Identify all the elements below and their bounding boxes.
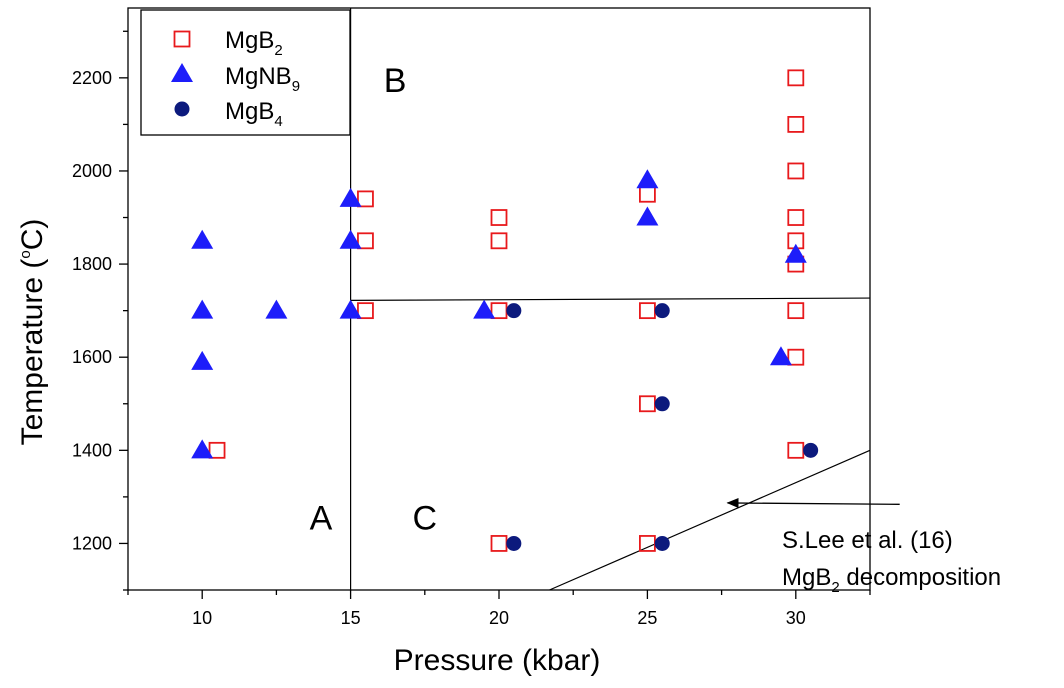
mgb2-point bbox=[787, 348, 805, 366]
mgb2-point bbox=[490, 209, 508, 226]
mgb2-point bbox=[208, 441, 226, 459]
legend-label-mgnb9: MgNB9 bbox=[225, 63, 300, 95]
y-tick-label: 1200 bbox=[72, 533, 112, 553]
x-tick-label: 30 bbox=[786, 608, 806, 628]
mgb4-point bbox=[654, 303, 670, 319]
mgnb9-point bbox=[636, 169, 659, 189]
mgb2-point bbox=[639, 395, 656, 413]
phase-boundary-line bbox=[350, 297, 871, 301]
y-tick-label: 2200 bbox=[72, 68, 112, 88]
mgnb9-point bbox=[769, 346, 792, 366]
mgb2-point bbox=[787, 302, 805, 320]
mgb2-point bbox=[787, 69, 805, 87]
region-label-b: B bbox=[384, 62, 407, 100]
mgb4-point bbox=[506, 535, 522, 551]
mgnb9-point bbox=[191, 350, 214, 370]
x-tick-label: 20 bbox=[489, 608, 509, 628]
mgnb9-point bbox=[339, 229, 362, 249]
mgb4-point bbox=[654, 396, 670, 412]
mgb2-point bbox=[639, 535, 656, 552]
mgb4-point bbox=[803, 442, 819, 458]
mgnb9-point bbox=[191, 299, 214, 319]
mgb4-point bbox=[654, 535, 670, 551]
legend-label-mgb4: MgB4 bbox=[225, 98, 283, 130]
plot-axes: 10 15 20 25 30 1200 1400 1600 1800 2000 2200 bbox=[72, 7, 871, 628]
mgnb9-point bbox=[473, 299, 496, 319]
mgnb9-point bbox=[191, 439, 214, 459]
x-tick-label: 10 bbox=[192, 608, 212, 628]
legend-label-mgb2: MgB2 bbox=[225, 27, 283, 59]
mgb2-point bbox=[787, 162, 805, 180]
region-labels: A B C bbox=[310, 62, 438, 538]
y-tick-label: 1600 bbox=[72, 347, 112, 367]
legend-marker-mgb2 bbox=[173, 30, 191, 48]
x-tick-label: 15 bbox=[341, 608, 361, 628]
mgb2-point bbox=[787, 116, 805, 133]
mgb2-point bbox=[490, 302, 508, 320]
mgnb9-point bbox=[265, 299, 288, 319]
mgnb9-point bbox=[784, 243, 807, 263]
mgb2-point bbox=[787, 209, 805, 226]
mgb2-point bbox=[357, 232, 374, 250]
x-axis-title: Pressure (kbar) bbox=[394, 644, 601, 677]
mgnb9-point bbox=[191, 229, 214, 249]
legend-marker-mgnb9 bbox=[171, 63, 193, 82]
mgb4-point bbox=[506, 303, 522, 319]
mgb2-point bbox=[787, 441, 805, 459]
mgb2-point bbox=[639, 302, 656, 320]
legend-markers bbox=[171, 30, 193, 117]
mgb2-point bbox=[357, 190, 374, 208]
mgb2-point bbox=[357, 302, 374, 320]
mgnb9-point bbox=[339, 299, 362, 319]
y-tick-label: 1800 bbox=[72, 254, 112, 274]
legend: MgB2 MgNB9 MgB4 bbox=[140, 9, 351, 136]
legend-marker-mgb4 bbox=[174, 101, 190, 117]
region-label-a: A bbox=[310, 499, 333, 537]
mgnb9-point bbox=[339, 187, 362, 207]
x-tick-label: 25 bbox=[637, 608, 657, 628]
annotation-line2: MgB2 decomposition bbox=[782, 564, 1001, 596]
data-points bbox=[191, 69, 819, 552]
annotation: S.Lee et al. (16) MgB2 decomposition bbox=[726, 498, 1001, 596]
annotation-line1: S.Lee et al. (16) bbox=[782, 527, 953, 554]
mgb2-point bbox=[639, 185, 656, 203]
mgnb9-point bbox=[636, 206, 659, 226]
mgb2-point bbox=[490, 232, 508, 250]
region-label-c: C bbox=[413, 499, 438, 537]
annotation-arrow bbox=[726, 498, 900, 509]
y-tick-label: 1400 bbox=[72, 440, 112, 460]
y-tick-label: 2000 bbox=[72, 161, 112, 181]
phase-boundary-line bbox=[549, 449, 871, 591]
mgb2-point bbox=[490, 535, 508, 552]
y-axis-title: Temperature (oC) bbox=[16, 219, 49, 446]
